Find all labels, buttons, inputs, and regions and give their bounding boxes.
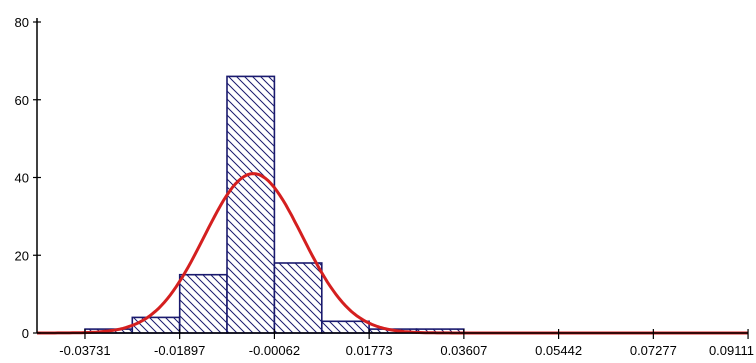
y-tick-label: 40 [15, 171, 29, 186]
histogram-bar [226, 75, 276, 334]
bars-layer [84, 75, 465, 334]
x-tick-label: 0.03607 [440, 343, 487, 358]
x-tick-label: -0.01897 [154, 343, 205, 358]
x-tick-label: 0.09111 [709, 343, 754, 358]
y-axis-ticks: 0 20 40 60 80 [15, 15, 41, 341]
y-tick-label: 80 [15, 15, 29, 30]
x-tick-label: 0.01773 [346, 343, 393, 358]
x-tick-label: -0.00062 [249, 343, 300, 358]
axes-layer [36, 18, 748, 334]
normal-curve-line [37, 172, 748, 335]
x-tick-label: -0.03731 [59, 343, 110, 358]
histogram-bar [273, 262, 323, 334]
x-tick-label: 0.07277 [630, 343, 677, 358]
y-tick-label: 0 [22, 326, 29, 341]
histogram-bar [178, 273, 228, 334]
y-tick-label: 20 [15, 248, 29, 263]
histogram-bar [131, 316, 181, 334]
x-axis-ticks: -0.03731 -0.01897 -0.00062 0.01773 0.03607 0.… [59, 329, 754, 358]
x-tick-label: 0.05442 [535, 343, 582, 358]
histogram-bar [320, 320, 370, 334]
y-tick-label: 60 [15, 93, 29, 108]
curve-layer [37, 172, 748, 335]
